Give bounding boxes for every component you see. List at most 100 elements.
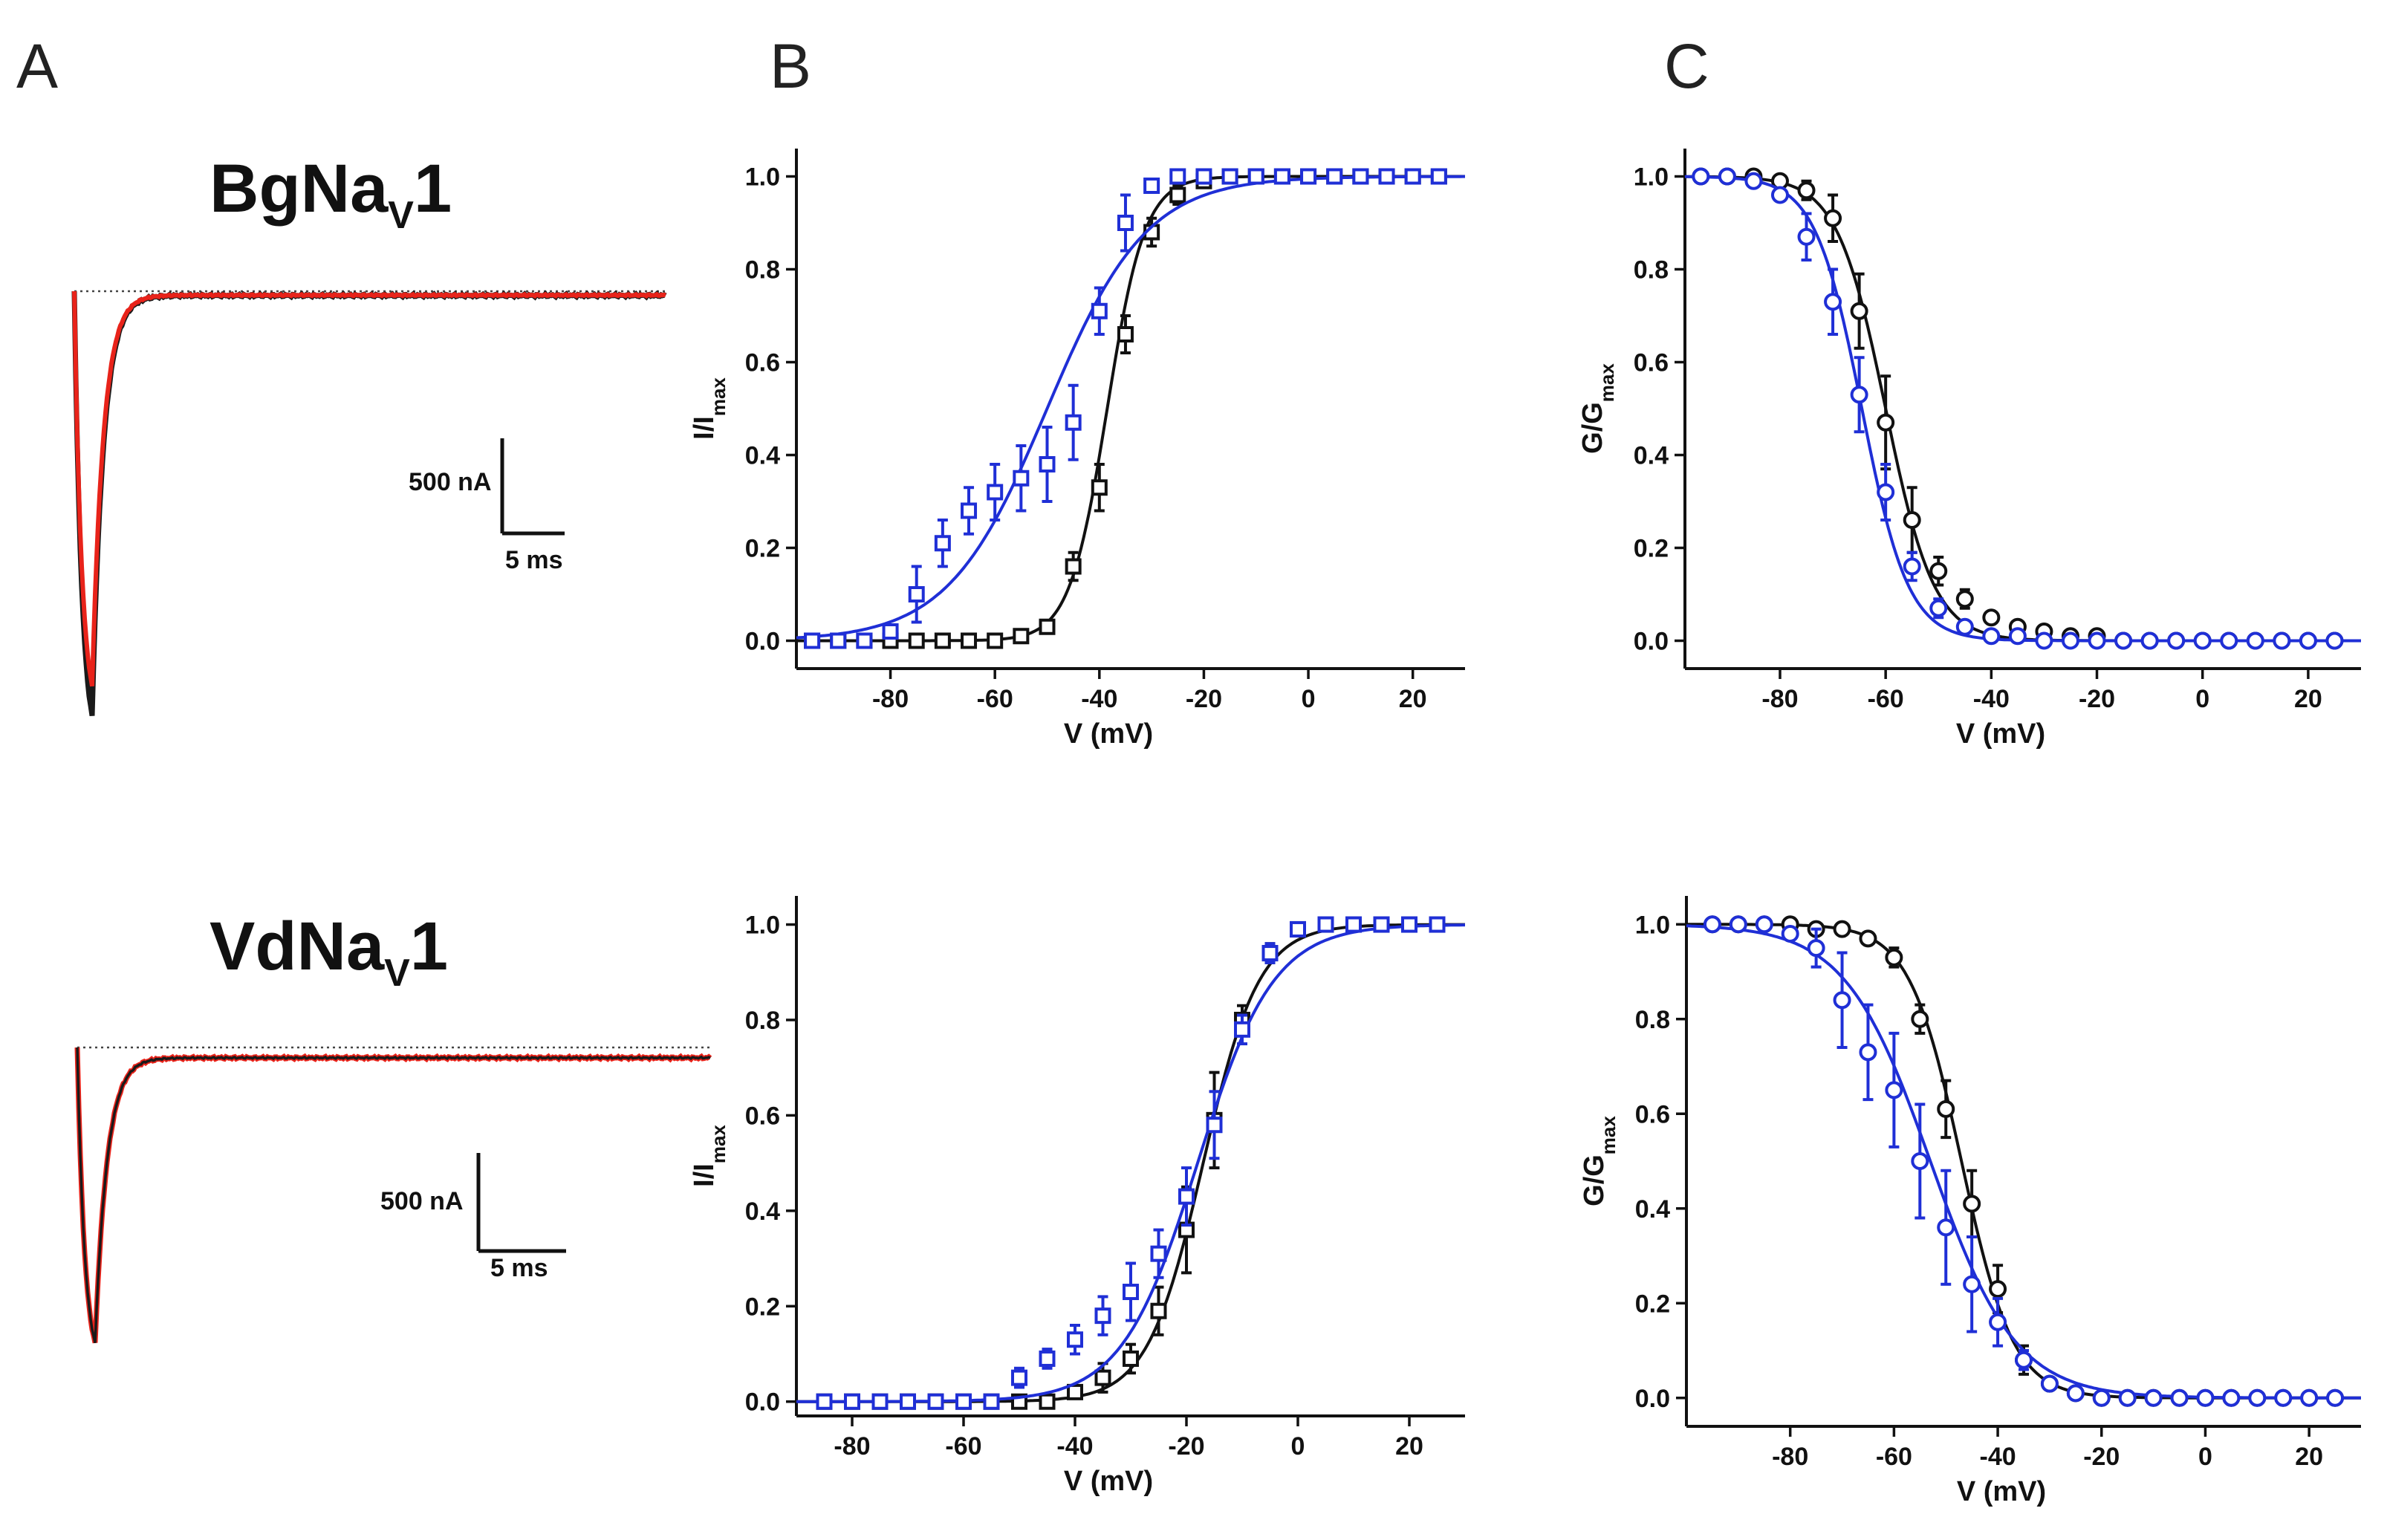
chart-b-bottom-activation: 0.0 0.2 0.4 0.6 0.8 1.0 -80 -60 -40 -20 0 20 V (mV) I… — [689, 896, 1465, 1497]
x-tick-label: 20 — [1399, 685, 1427, 713]
data-point — [1326, 168, 1343, 185]
data-point — [1169, 168, 1186, 185]
data-point — [1013, 470, 1030, 487]
fit-curve-blue — [796, 175, 1465, 640]
data-point — [2008, 627, 2027, 646]
data-point — [1117, 215, 1134, 231]
data-point — [1039, 618, 1056, 635]
x-tick-label: -20 — [2079, 685, 2115, 713]
y-tick-label: 0.6 — [745, 1102, 780, 1130]
data-point — [2222, 1388, 2241, 1407]
data-point — [844, 1393, 860, 1410]
data-point — [1039, 456, 1056, 472]
data-point — [2248, 1388, 2267, 1407]
x-tick-label: -40 — [1973, 685, 2010, 713]
y-tick-label: 1.0 — [745, 912, 780, 940]
data-point — [1273, 168, 1290, 185]
y-tick-label: 0.4 — [745, 442, 780, 470]
data-point — [1117, 326, 1134, 342]
data-point — [1824, 209, 1842, 227]
chart-b-top-activation: 0.0 0.2 0.4 0.6 0.8 1.0 -80 -60 -40 -20 0 20 V (mV) I… — [689, 149, 1465, 750]
scale-time-label: 5 ms — [490, 1254, 548, 1282]
trace-title-bgnav1: BgNaV1 — [210, 151, 452, 237]
x-tick-label: -60 — [1868, 685, 1904, 713]
data-point — [900, 1393, 916, 1410]
data-point — [1065, 558, 1082, 575]
data-point — [1430, 168, 1447, 185]
series-black — [1686, 915, 2361, 1407]
scale-bar: 500 nA 5 ms — [409, 438, 565, 574]
x-tick-label: -60 — [945, 1432, 981, 1461]
y-tick-label: 0.8 — [745, 256, 780, 285]
data-point — [2066, 1384, 2085, 1403]
current-trace-red — [72, 290, 666, 687]
y-tick-label: 0.2 — [1635, 1290, 1670, 1318]
current-trace-black — [76, 1047, 711, 1344]
y-tick-label: 0.6 — [1634, 349, 1669, 377]
x-tick-label: -60 — [977, 685, 1013, 713]
y-tick-label: 0.0 — [1635, 1385, 1670, 1413]
data-point — [1989, 1280, 2007, 1299]
data-point — [2325, 631, 2344, 650]
data-point — [1955, 590, 1974, 608]
data-point — [2193, 631, 2212, 650]
panel-a-top: BgNaV1 500 nA 5 ms — [71, 151, 667, 717]
x-axis-label: V (mV) — [1064, 1466, 1153, 1497]
data-point — [2274, 1388, 2293, 1407]
data-point — [2220, 631, 2238, 650]
data-point — [1797, 227, 1816, 246]
data-point — [908, 632, 925, 649]
data-point — [2061, 631, 2079, 650]
data-point — [961, 632, 978, 649]
data-point — [1143, 178, 1160, 194]
series-blue — [1686, 915, 2361, 1407]
data-point — [1833, 920, 1851, 938]
series-blue — [1685, 167, 2361, 650]
data-point — [1123, 1350, 1139, 1367]
data-point — [2273, 631, 2291, 650]
data-point — [955, 1393, 972, 1410]
data-point — [1744, 172, 1763, 190]
x-tick-label: -20 — [1186, 685, 1222, 713]
data-point — [1065, 414, 1082, 431]
data-point — [1963, 1275, 1981, 1293]
x-tick-label: 20 — [2294, 685, 2322, 713]
data-point — [816, 1393, 833, 1410]
data-point — [1755, 915, 1773, 934]
data-point — [1877, 483, 1895, 501]
scale-bar: 500 nA 5 ms — [380, 1153, 566, 1282]
x-tick-label: 0 — [2198, 1443, 2212, 1471]
data-point — [1911, 1010, 1929, 1028]
data-point — [2167, 631, 2186, 650]
data-point — [983, 1393, 1000, 1410]
y-axis-label: G/Gmax — [1577, 363, 1618, 454]
x-tick-label: -80 — [834, 1432, 870, 1461]
data-point — [1169, 186, 1186, 204]
data-point — [1877, 413, 1895, 432]
x-tick-label: 0 — [1302, 685, 1316, 713]
y-tick-label: 0.0 — [1634, 628, 1669, 656]
data-point — [1290, 920, 1306, 938]
current-trace-black — [71, 290, 667, 717]
data-point — [1718, 167, 1736, 186]
x-axis-label: V (mV) — [1064, 718, 1153, 750]
data-point — [2326, 1388, 2345, 1407]
data-point — [1824, 293, 1842, 311]
fit-curve-blue — [1685, 175, 2361, 643]
data-point — [1770, 186, 1789, 204]
y-tick-label: 0.2 — [745, 535, 780, 563]
data-point — [1178, 1188, 1195, 1205]
data-point — [1300, 168, 1317, 185]
fit-curve-blue — [1686, 924, 2361, 1400]
y-axis-label: I/Imax — [689, 1125, 730, 1187]
data-point — [830, 632, 847, 649]
x-tick-label: -40 — [1081, 685, 1117, 713]
data-point — [1911, 1152, 1929, 1170]
data-point — [934, 535, 951, 552]
data-point — [871, 1393, 889, 1410]
scale-time-label: 5 ms — [505, 546, 563, 574]
data-point — [1247, 168, 1264, 185]
data-point — [2040, 1374, 2059, 1393]
data-point — [882, 623, 899, 640]
